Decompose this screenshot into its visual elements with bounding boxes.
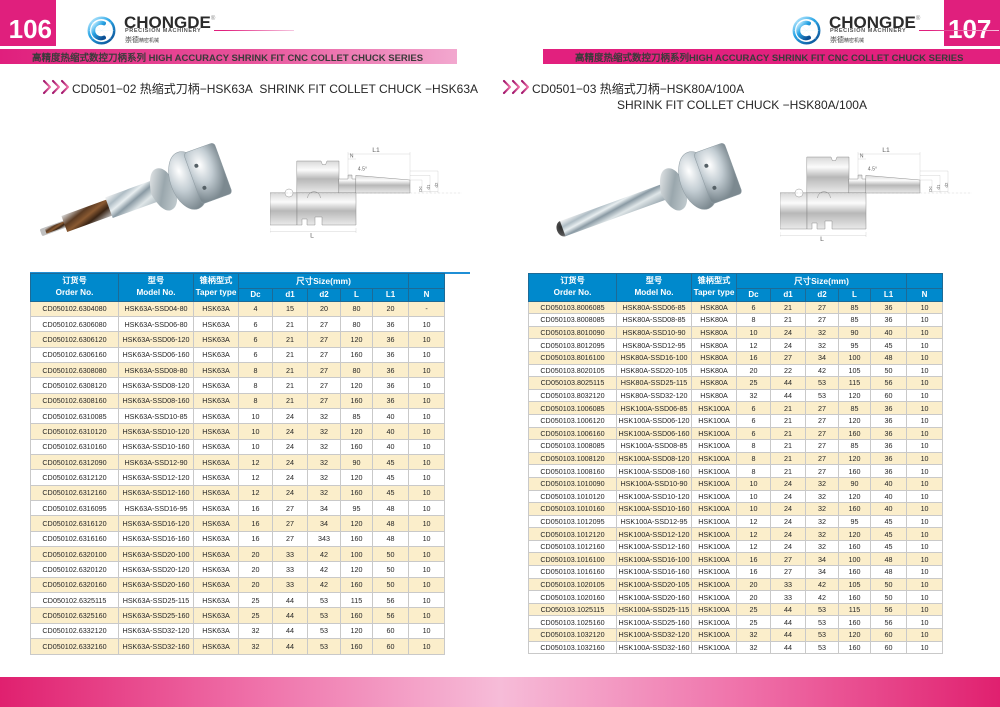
svg-text:L1: L1 [372, 147, 380, 154]
svg-text:4.5°: 4.5° [868, 167, 877, 173]
svg-text:d1: d1 [936, 184, 941, 189]
svg-text:d2: d2 [434, 182, 439, 187]
svg-text:4.5°: 4.5° [358, 167, 367, 173]
svg-text:Dc: Dc [418, 186, 423, 192]
svg-text:L1: L1 [882, 147, 890, 154]
svg-text:L: L [820, 236, 824, 243]
svg-text:N: N [350, 153, 354, 159]
svg-text:L: L [310, 232, 314, 239]
svg-text:Dc: Dc [928, 186, 933, 192]
svg-text:d2: d2 [944, 182, 949, 187]
svg-text:d1: d1 [426, 184, 431, 189]
svg-text:N: N [860, 153, 864, 159]
